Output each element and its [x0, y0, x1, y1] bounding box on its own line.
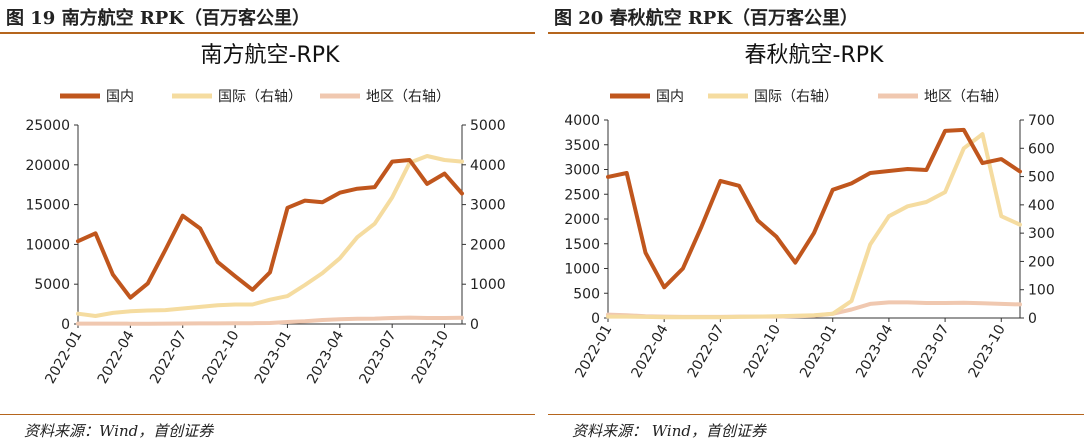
y-left-tick-label: 5000: [34, 277, 70, 293]
y-left-tick-label: 3500: [564, 138, 600, 154]
legend-label: 国内: [656, 89, 684, 105]
source-note: 资料来源： Wind，首创证券: [572, 422, 766, 440]
y-right-tick-label: 4000: [470, 158, 506, 174]
y-left-tick-label: 1500: [564, 237, 600, 253]
x-tick-label: 2023-01: [797, 322, 840, 381]
y-left-tick-label: 0: [61, 317, 70, 333]
x-tick-label: 2022-07: [147, 328, 190, 387]
x-tick-label: 2022-10: [199, 328, 242, 387]
x-tick-label: 2023-07: [357, 328, 400, 387]
source-rule: [548, 414, 1084, 415]
x-tick-label: 2022-04: [95, 328, 138, 387]
y-left-tick-label: 2000: [564, 212, 600, 228]
legend-label: 国际（右轴）: [218, 89, 302, 105]
figure-caption: 图 20 春秋航空 RPK（百万客公里）: [554, 8, 858, 29]
source-note: 资料来源：Wind，首创证券: [24, 422, 214, 440]
series-line-2: [606, 132, 1022, 320]
legend-label: 国内: [106, 89, 134, 105]
y-left-tick-label: 20000: [25, 158, 70, 174]
caption-rule: [0, 32, 535, 34]
series-line-3: [76, 315, 464, 326]
source-rule: [0, 414, 535, 415]
y-right-tick-label: 400: [1028, 198, 1055, 214]
caption-rule: [548, 32, 1084, 34]
series-line-2: [76, 154, 464, 318]
y-left-tick-label: 0: [591, 311, 600, 327]
y-right-tick-label: 0: [1028, 311, 1037, 327]
y-right-tick-label: 600: [1028, 141, 1055, 157]
y-right-tick-label: 5000: [470, 118, 506, 134]
y-right-tick-label: 500: [1028, 170, 1055, 186]
y-left-tick-label: 10000: [25, 237, 70, 253]
x-tick-label: 2023-04: [853, 322, 896, 381]
y-right-tick-label: 700: [1028, 113, 1055, 129]
figure-panel-2: 图 20 春秋航空 RPK（百万客公里） 春秋航空-RPK 国内 国际（右轴） 地区（…: [548, 0, 1084, 444]
x-tick-label: 2023-01: [252, 328, 295, 387]
legend-label: 国际（右轴）: [754, 89, 838, 105]
x-tick-label: 2022-01: [572, 322, 615, 381]
y-left-tick-label: 500: [573, 286, 600, 302]
x-tick-label: 2022-04: [629, 322, 672, 381]
y-right-tick-label: 3000: [470, 198, 506, 214]
legend-label: 地区（右轴）: [924, 89, 1008, 105]
x-tick-label: 2022-10: [741, 322, 784, 381]
figure-caption: 图 19 南方航空 RPK（百万客公里）: [6, 8, 310, 29]
x-tick-label: 2022-07: [685, 322, 728, 381]
y-right-tick-label: 1000: [470, 277, 506, 293]
y-right-tick-label: 2000: [470, 237, 506, 253]
x-tick-label: 2023-10: [966, 322, 1009, 381]
y-right-tick-label: 100: [1028, 283, 1055, 299]
y-left-tick-label: 15000: [25, 198, 70, 214]
y-left-tick-label: 1000: [564, 262, 600, 278]
y-right-tick-label: 300: [1028, 226, 1055, 242]
y-left-tick-label: 2500: [564, 187, 600, 203]
chart-title: 南方航空-RPK: [201, 43, 340, 68]
figure-panel-1: 图 19 南方航空 RPK（百万客公里） 南方航空-RPK 国内 国际（右轴） 地区（…: [0, 0, 535, 444]
legend-label: 地区（右轴）: [366, 89, 450, 105]
y-right-tick-label: 0: [470, 317, 479, 333]
x-tick-label: 2023-10: [409, 328, 452, 387]
y-left-tick-label: 3000: [564, 163, 600, 179]
y-left-tick-label: 25000: [25, 118, 70, 134]
x-tick-label: 2023-04: [304, 328, 347, 387]
y-right-tick-label: 200: [1028, 254, 1055, 270]
chart-title: 春秋航空-RPK: [745, 43, 884, 68]
x-tick-label: 2023-07: [909, 322, 952, 381]
series-line-1: [606, 127, 1022, 290]
x-tick-label: 2022-01: [42, 328, 85, 387]
y-left-tick-label: 4000: [564, 113, 600, 129]
series-line-1: [76, 158, 464, 300]
